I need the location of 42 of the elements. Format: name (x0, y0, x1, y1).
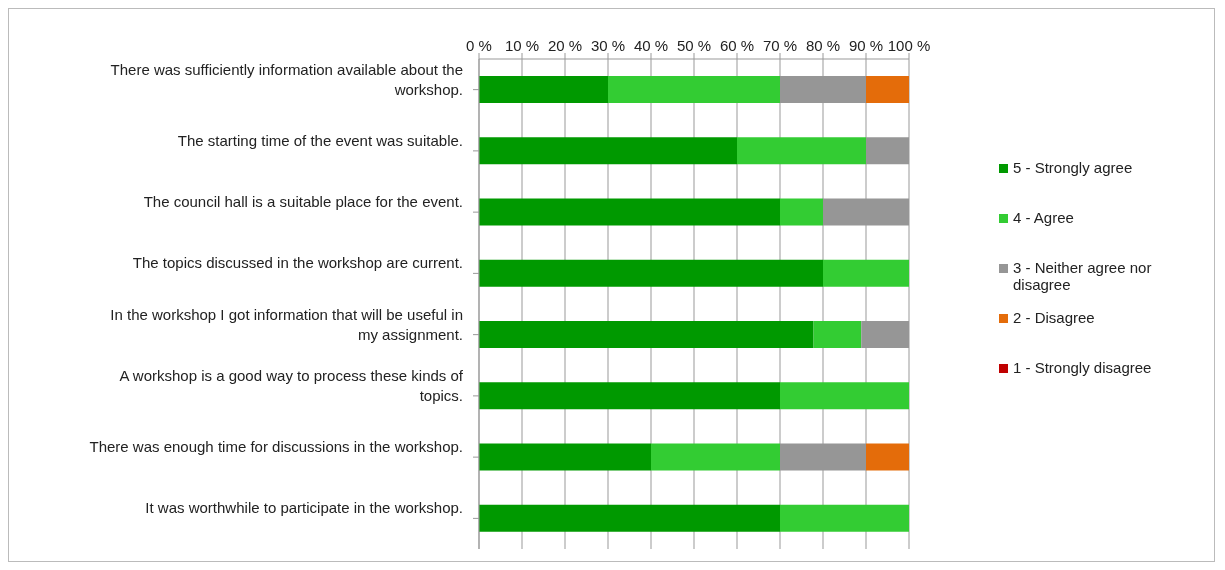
legend-label: 2 - Disagree (1013, 309, 1095, 326)
x-tick-label: 50 % (676, 37, 712, 54)
y-tick-label: There was enough time for discussions in the workshop. (89, 438, 463, 456)
bar (479, 321, 814, 348)
bar (479, 504, 780, 532)
legend-label: 4 - Agree (1013, 209, 1074, 226)
bar (479, 259, 823, 287)
bar (866, 443, 909, 471)
y-tick-label: In the workshop I got information that will be useful in my assignment. (110, 305, 463, 343)
x-tick-label: 20 % (547, 37, 583, 54)
bar (780, 504, 909, 532)
x-tick-label: 90 % (848, 37, 884, 54)
y-tick-label: There was sufficiently information available about the workshop. (110, 60, 463, 98)
bar (479, 382, 780, 410)
bar (479, 443, 651, 471)
x-tick-label: 40 % (633, 37, 669, 54)
bar (479, 198, 780, 226)
x-tick-label: 10 % (504, 37, 540, 54)
y-tick-label: A workshop is a good way to process these kinds of topics. (119, 366, 464, 404)
bar (813, 321, 862, 348)
x-tick-label: 30 % (590, 37, 626, 54)
bar (608, 76, 780, 103)
y-tick-label: It was worthwhile to participate in the workshop. (145, 499, 463, 517)
x-tick-label: 70 % (762, 37, 798, 54)
legend-label: 3 - Neither agree nor disagree (1013, 259, 1153, 293)
x-tick-label: 60 % (719, 37, 755, 54)
legend-label: 1 - Strongly disagree (1013, 359, 1152, 376)
legend-label: 5 - Strongly agree (1013, 159, 1133, 176)
bar (479, 137, 737, 165)
bar (737, 137, 866, 165)
bar (866, 76, 909, 103)
y-tick-label: The starting time of the event was suitable. (177, 131, 463, 149)
bar (780, 382, 909, 410)
x-tick-label: 100 % (887, 37, 931, 54)
y-tick-label: The topics discussed in the workshop are current. (132, 254, 463, 272)
bar (479, 76, 608, 103)
x-tick-label: 0 % (466, 37, 492, 54)
x-tick-label: 80 % (805, 37, 841, 54)
bar (823, 259, 909, 287)
y-tick-label: The council hall is a suitable place for the event. (143, 193, 463, 211)
bar (651, 443, 780, 471)
bar (780, 198, 823, 226)
